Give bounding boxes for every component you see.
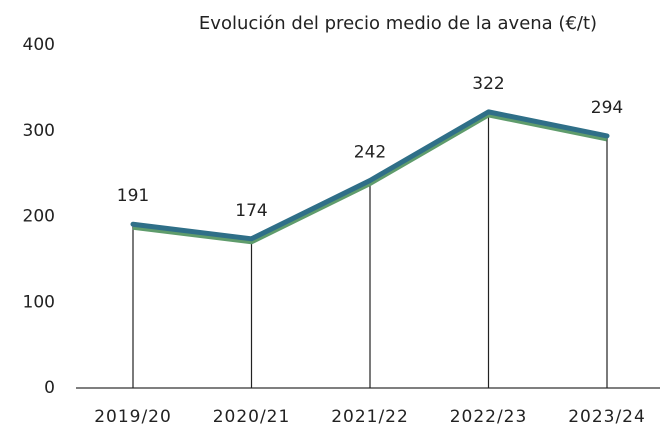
data-label: 294: [591, 98, 623, 118]
x-tick-label: 2019/20: [94, 407, 172, 427]
data-label: 242: [354, 142, 386, 162]
x-tick-label: 2021/22: [331, 407, 409, 427]
x-tick-label: 2023/24: [568, 407, 646, 427]
y-tick-label: 100: [23, 292, 55, 312]
y-tick-label: 0: [44, 378, 55, 398]
x-tick-label: 2022/23: [450, 407, 528, 427]
background: [0, 0, 660, 427]
y-tick-label: 300: [23, 121, 55, 141]
y-tick-label: 400: [23, 35, 55, 55]
x-tick-label: 2020/21: [213, 407, 291, 427]
chart: Evolución del precio medio de la avena (…: [0, 0, 660, 427]
data-label: 191: [117, 186, 149, 206]
y-tick-label: 200: [23, 207, 55, 227]
data-label: 174: [235, 201, 267, 221]
data-label: 322: [472, 74, 504, 94]
chart-title: Evolución del precio medio de la avena (…: [199, 13, 597, 34]
